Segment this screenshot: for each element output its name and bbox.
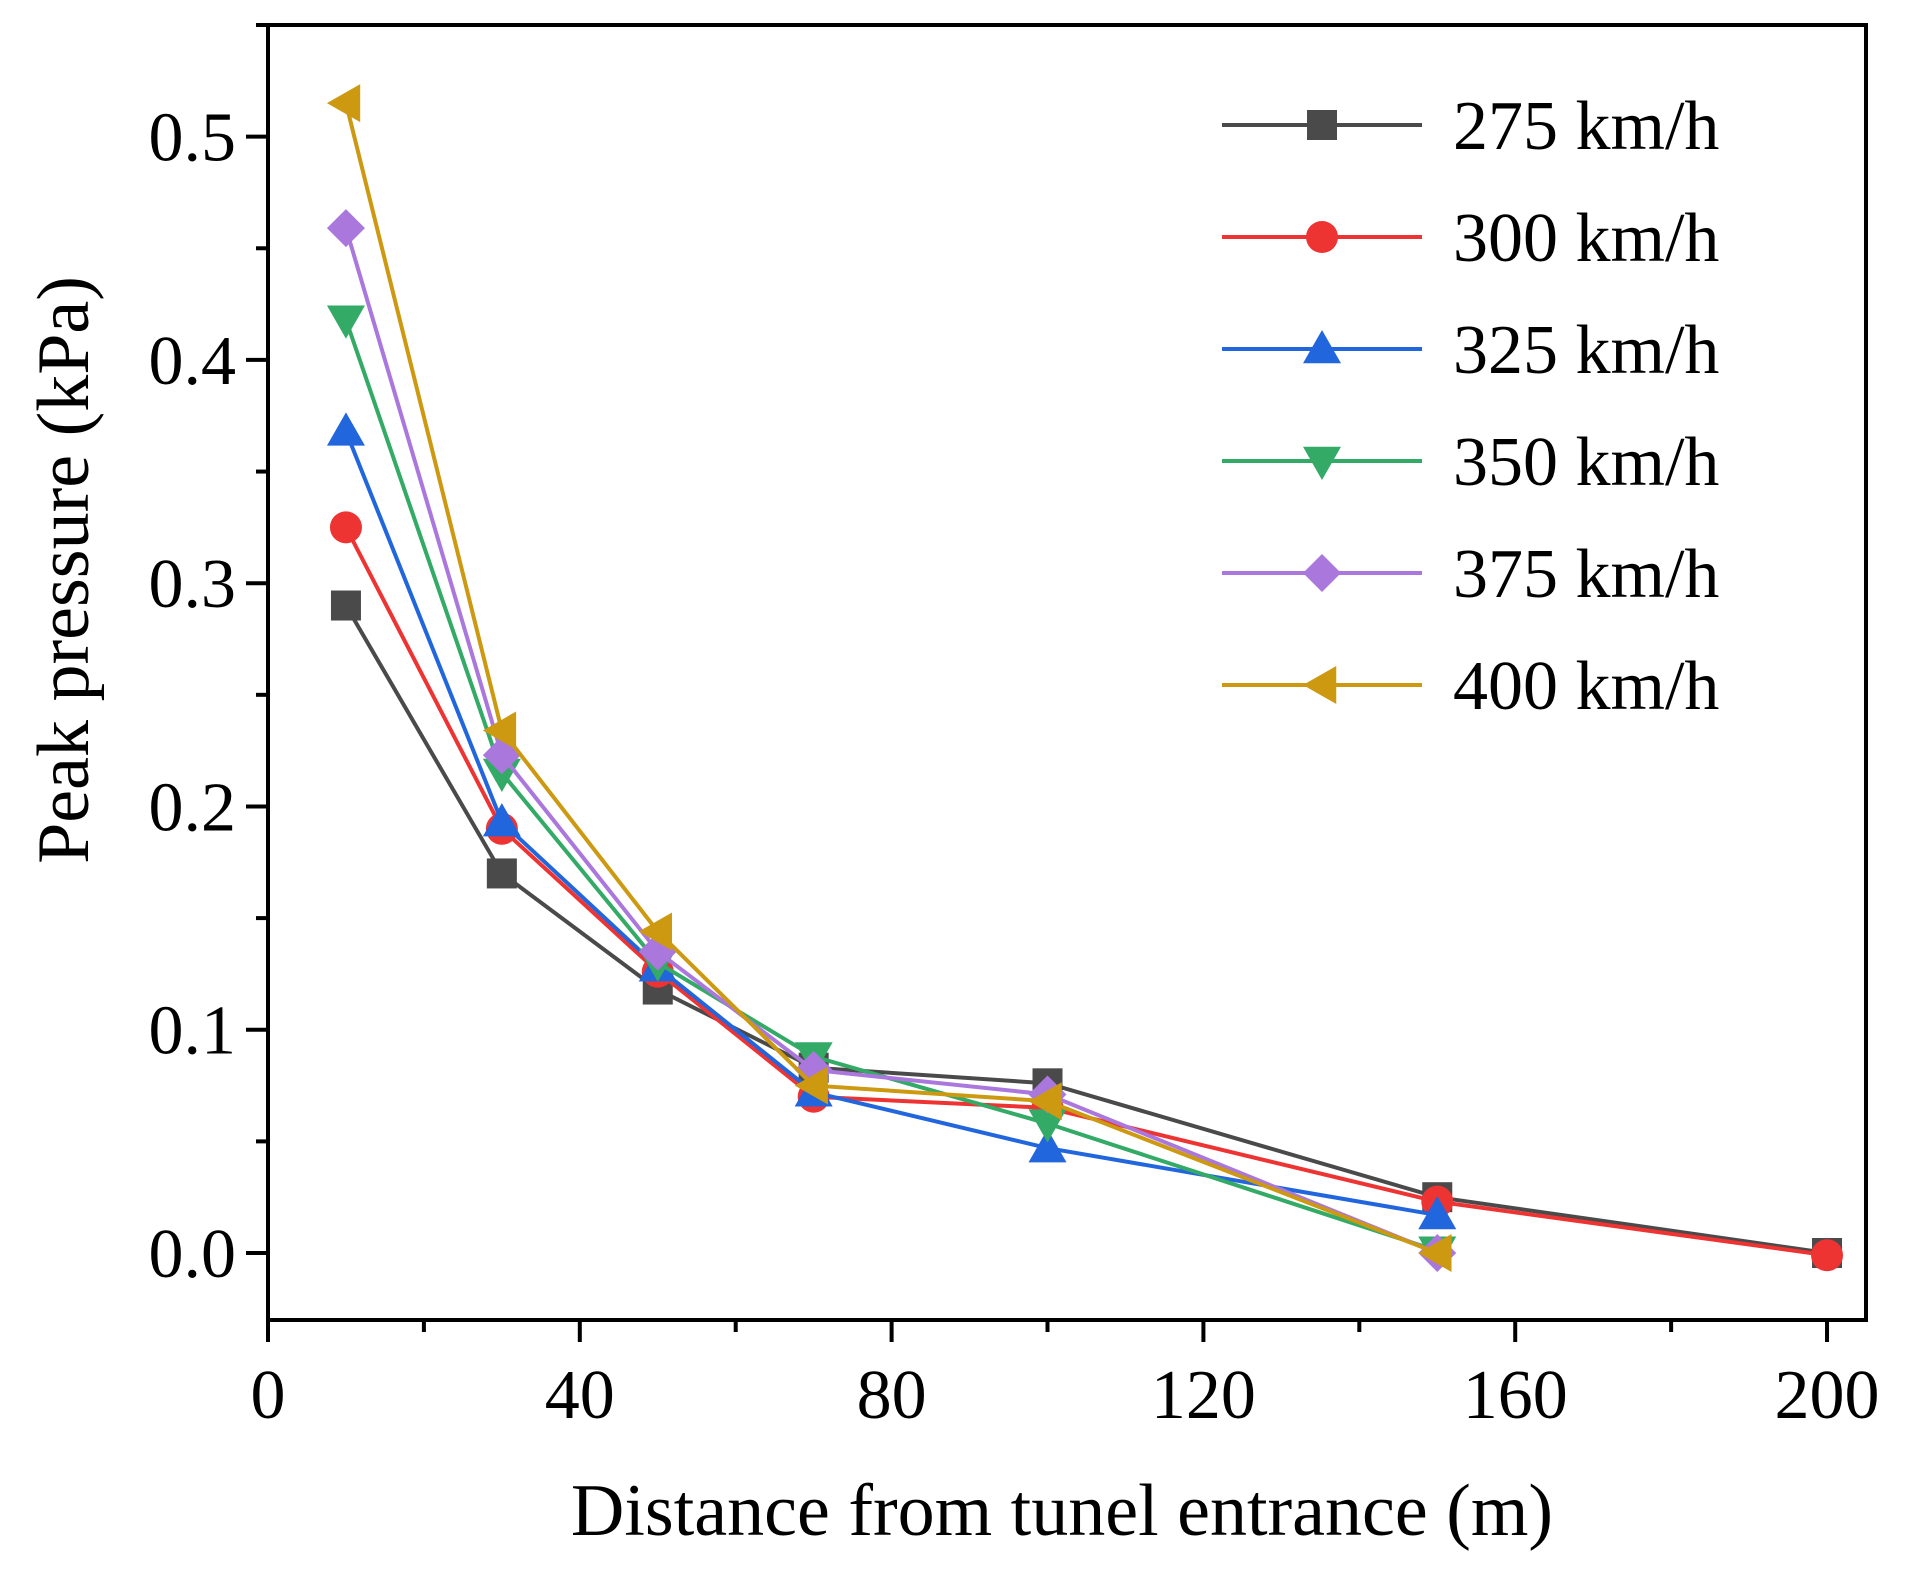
series-4: [326, 305, 1457, 1270]
data-point: [326, 209, 365, 248]
data-point: [638, 912, 673, 951]
data-point: [486, 858, 517, 889]
data-point: [794, 1066, 828, 1105]
series-3: [326, 412, 1457, 1230]
data-point: [482, 803, 521, 837]
axes: 0 40 80 120 160 200 0.0 0.1 0.2 0.3 0.4 0.5: [149, 23, 1880, 1434]
x-tick-label: 200: [1775, 1357, 1880, 1434]
y-tick-label: 0.1: [149, 993, 237, 1070]
series-line: [344, 430, 1438, 1218]
x-axis-title: Distance from tunel entrance (m): [571, 1470, 1553, 1552]
data-point: [330, 590, 361, 621]
data-point: [326, 305, 365, 339]
data-point: [1028, 1082, 1062, 1121]
data-point: [329, 511, 362, 544]
y-tick-label: 0.0: [149, 1216, 237, 1293]
legend-item: 375 km/h: [1222, 536, 1719, 613]
legend-marker: [1303, 330, 1341, 364]
legend-label: 350 km/h: [1453, 424, 1719, 501]
legend-marker: [1303, 446, 1341, 480]
legend-label: 275 km/h: [1453, 88, 1719, 165]
x-tick-label: 120: [1151, 1357, 1256, 1434]
legend-label: 400 km/h: [1453, 648, 1719, 725]
y-tick-label: 0.4: [149, 323, 237, 400]
series-2: [329, 511, 1844, 1272]
legend-marker: [1306, 221, 1338, 253]
series-line: [344, 102, 1438, 1255]
legend-item: 300 km/h: [1222, 200, 1719, 277]
y-tick-label: 0.2: [149, 769, 237, 846]
legend-marker: [1307, 110, 1337, 140]
legend-label: 325 km/h: [1453, 312, 1719, 389]
y-tick-label: 0.3: [149, 546, 237, 623]
y-axis-title: Peak pressure (kPa): [23, 276, 105, 864]
data-point: [1028, 1129, 1067, 1163]
data-point: [1811, 1239, 1844, 1272]
series-line: [344, 526, 1828, 1258]
data-point: [1418, 1234, 1452, 1273]
plot-frame: [266, 23, 1868, 1322]
data-point: [326, 84, 361, 123]
legend-item: 400 km/h: [1222, 648, 1719, 725]
x-tick-label: 0: [251, 1357, 286, 1434]
legend-item: 325 km/h: [1222, 312, 1719, 389]
series-6: [326, 84, 1452, 1273]
legend-item: 275 km/h: [1222, 88, 1719, 165]
data-point: [1028, 1109, 1067, 1143]
data-point: [482, 711, 517, 750]
data-point: [326, 412, 365, 446]
legend-label: 300 km/h: [1453, 200, 1719, 277]
y-tick-label: 0.5: [149, 100, 237, 177]
legend-label: 375 km/h: [1453, 536, 1719, 613]
x-tick-label: 40: [545, 1357, 615, 1434]
x-tick-label: 160: [1463, 1357, 1568, 1434]
legend-marker: [1303, 554, 1341, 592]
legend-item: 350 km/h: [1222, 424, 1719, 501]
series-layer: [326, 84, 1844, 1273]
data-point: [1418, 1196, 1457, 1230]
legend: 275 km/h 300 km/h 325 km/h 350 km/h 375 km/h…: [1222, 88, 1719, 725]
x-tick-label: 80: [857, 1357, 927, 1434]
legend-marker: [1303, 666, 1337, 704]
